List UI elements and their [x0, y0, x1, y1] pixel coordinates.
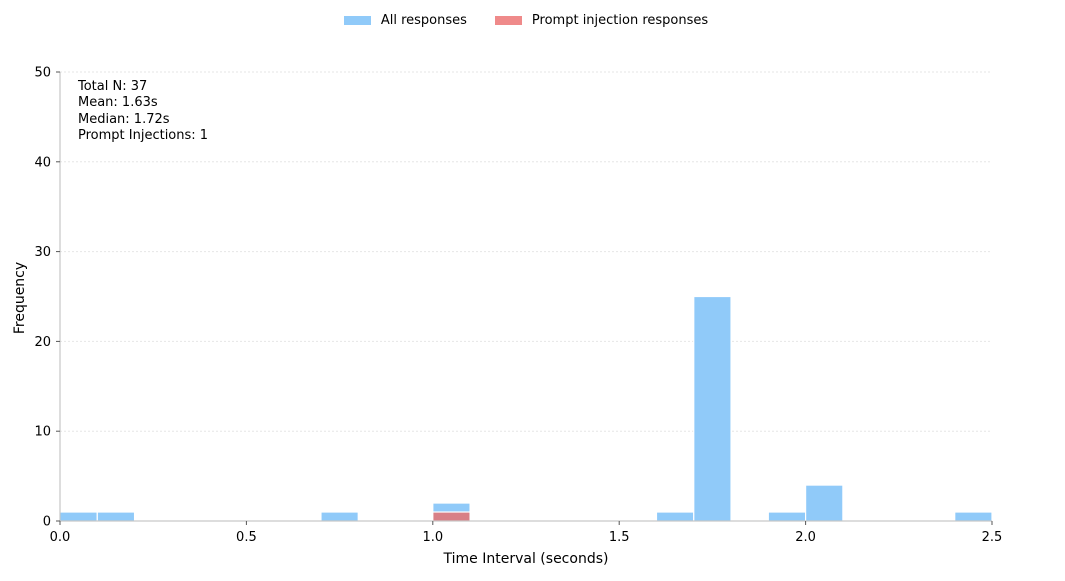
x-tick-label-0: 0.0	[50, 530, 71, 545]
y-tick-label-5: 50	[34, 66, 51, 81]
legend-item-all: All responses	[343, 13, 467, 28]
legend-label-injection: Prompt injection responses	[531, 13, 709, 28]
bar-series-0-bin-2	[320, 511, 359, 522]
bar-series-0-bin-8	[954, 511, 993, 522]
bar-series-0-bin-6	[767, 511, 807, 522]
x-tick-label-1: 0.5	[236, 530, 257, 545]
x-tick-label-2: 1.0	[422, 530, 443, 545]
bar-series-0-bin-4	[655, 511, 695, 522]
x-axis-label: Time Interval (seconds)	[443, 551, 609, 567]
x-tick-label-3: 1.5	[609, 530, 630, 545]
stats-median: Median: 1.72s	[78, 111, 170, 127]
legend-swatch-injection	[494, 16, 522, 25]
bars-layer	[59, 295, 993, 522]
y-tick-label-2: 20	[34, 335, 51, 350]
y-tick-label-3: 30	[34, 245, 51, 260]
y-axis-label: Frequency	[12, 262, 28, 334]
y-tick-label-1: 10	[34, 425, 51, 440]
stats-total: Total N: 37	[78, 79, 148, 94]
x-tick-label-5: 2.5	[982, 530, 1003, 545]
x-tick-label-4: 2.0	[795, 530, 816, 545]
y-tick-label-0: 0	[43, 515, 51, 530]
grid-layer	[60, 71, 992, 432]
legend-label-all: All responses	[380, 13, 467, 28]
ticks-layer: 0 10 20 30 40 50 0.0 0.5 1.0 1.5 2.0 2.5	[34, 66, 1002, 546]
y-tick-label-4: 40	[34, 155, 51, 170]
axes-layer	[59, 72, 992, 522]
bar-series-0-bin-7	[804, 484, 844, 522]
stats-injections: Prompt Injections: 1	[78, 127, 209, 143]
legend-item-injection: Prompt injection responses	[494, 13, 709, 28]
stats-mean: Mean: 1.63s	[78, 95, 158, 111]
bar-series-0-bin-0	[59, 511, 98, 522]
bar-series-1-bin-0	[432, 511, 471, 522]
legend: All responses Prompt injection responses	[0, 13, 1052, 28]
bar-series-0-bin-5	[693, 295, 732, 522]
stats-annotation: Total N: 37 Mean: 1.63s Median: 1.72s Pr…	[78, 79, 208, 144]
legend-swatch-all	[343, 16, 371, 25]
bar-series-0-bin-1	[96, 511, 136, 522]
